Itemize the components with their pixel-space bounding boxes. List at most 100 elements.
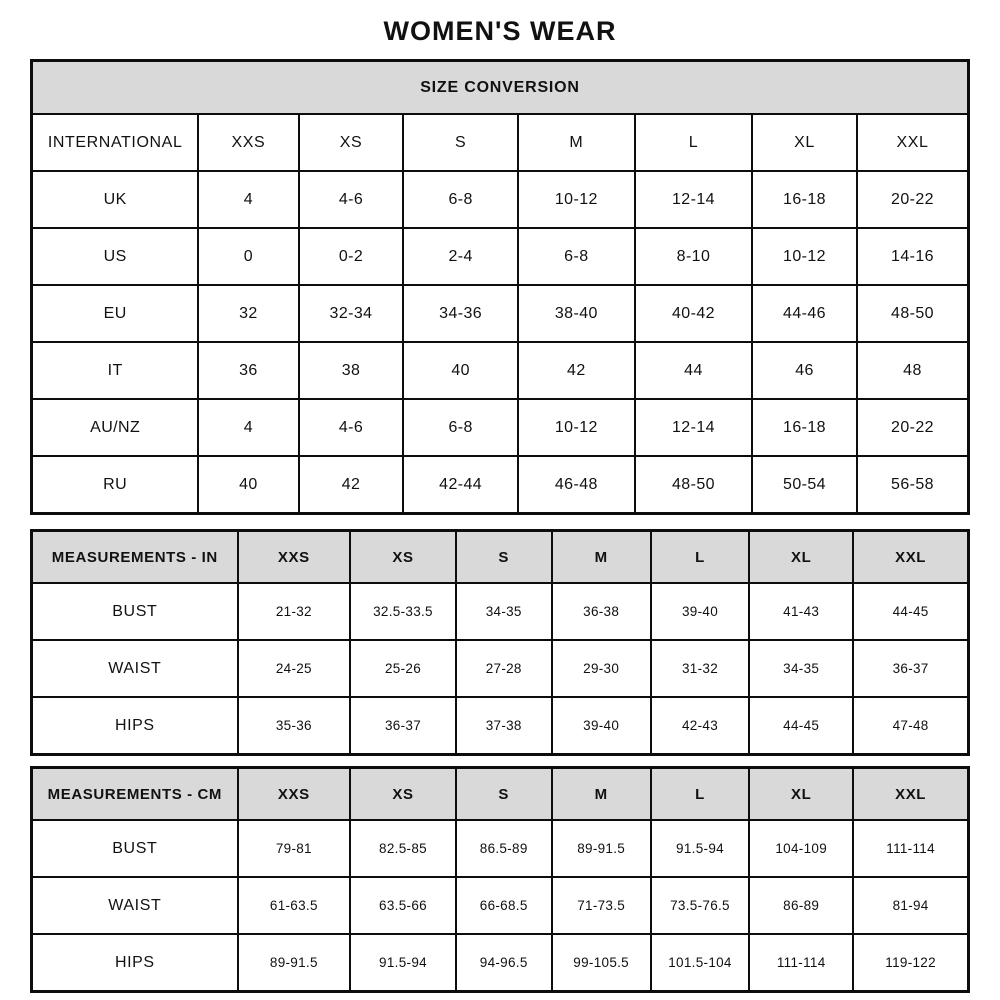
table-row: RU 40 42 42-44 46-48 48-50 50-54 56-58 xyxy=(30,455,970,515)
column-header: XXS xyxy=(197,113,300,172)
column-header: XS xyxy=(297,113,405,172)
cell: 73.5-76.5 xyxy=(649,876,751,935)
table-row: BUST 79-81 82.5-85 86.5-89 89-91.5 91.5-… xyxy=(30,819,970,878)
cell: 4-6 xyxy=(297,398,405,457)
cell: 32-34 xyxy=(297,284,405,343)
row-label: RU xyxy=(30,455,200,515)
column-header: XL xyxy=(751,113,858,172)
cell: 48-50 xyxy=(855,284,970,343)
table-row: IT 36 38 40 42 44 46 48 xyxy=(30,341,970,400)
table-row: UK 4 4-6 6-8 10-12 12-14 16-18 20-22 xyxy=(30,170,970,229)
cell: 34-35 xyxy=(454,582,553,641)
cell: 12-14 xyxy=(633,398,754,457)
cell: 47-48 xyxy=(852,696,970,756)
cell: 91.5-94 xyxy=(649,819,751,878)
table-row: AU/NZ 4 4-6 6-8 10-12 12-14 16-18 20-22 xyxy=(30,398,970,457)
cell: 104-109 xyxy=(748,819,855,878)
cell: 42-44 xyxy=(402,455,519,515)
cell: 34-35 xyxy=(748,639,855,698)
row-label: IT xyxy=(30,341,200,400)
cell: 40 xyxy=(402,341,519,400)
cell: 16-18 xyxy=(751,398,858,457)
row-label: EU xyxy=(30,284,200,343)
table-row: WAIST 24-25 25-26 27-28 29-30 31-32 34-3… xyxy=(30,639,970,698)
cell: 8-10 xyxy=(633,227,754,286)
cell: 44-46 xyxy=(751,284,858,343)
cell: 36-37 xyxy=(852,639,970,698)
cell: 89-91.5 xyxy=(550,819,652,878)
cell: 101.5-104 xyxy=(649,933,751,993)
cell: 36-37 xyxy=(349,696,457,756)
cell: 44-45 xyxy=(748,696,855,756)
size-conversion-table: SIZE CONVERSION INTERNATIONAL XXS XS S M… xyxy=(30,59,970,515)
size-conversion-caption: SIZE CONVERSION xyxy=(30,59,970,115)
cell: 4-6 xyxy=(297,170,405,229)
cell: 32 xyxy=(197,284,300,343)
cell: 86-89 xyxy=(748,876,855,935)
cell: 89-91.5 xyxy=(236,933,352,993)
measurements-in-table: MEASUREMENTS - IN XXS XS S M L XL XXL BU… xyxy=(30,529,970,756)
row-label: AU/NZ xyxy=(30,398,200,457)
cell: 32.5-33.5 xyxy=(349,582,457,641)
cell: 42 xyxy=(516,341,636,400)
cell: 38 xyxy=(297,341,405,400)
column-header: XS xyxy=(349,766,457,821)
column-header: XL xyxy=(748,529,855,584)
cell: 16-18 xyxy=(751,170,858,229)
row-label: UK xyxy=(30,170,200,229)
cell: 81-94 xyxy=(852,876,970,935)
row-label: US xyxy=(30,227,200,286)
cell: 14-16 xyxy=(855,227,970,286)
cell: 94-96.5 xyxy=(454,933,553,993)
table-row: US 0 0-2 2-4 6-8 8-10 10-12 14-16 xyxy=(30,227,970,286)
cell: 36-38 xyxy=(550,582,652,641)
cell: 119-122 xyxy=(852,933,970,993)
cell: 24-25 xyxy=(236,639,352,698)
cell: 40-42 xyxy=(633,284,754,343)
cell: 12-14 xyxy=(633,170,754,229)
cell: 20-22 xyxy=(855,398,970,457)
column-header: L xyxy=(649,529,751,584)
column-header: S xyxy=(454,529,553,584)
cell: 46-48 xyxy=(516,455,636,515)
cell: 46 xyxy=(751,341,858,400)
row-label: WAIST xyxy=(30,876,239,935)
cell: 111-114 xyxy=(748,933,855,993)
cell: 44-45 xyxy=(852,582,970,641)
column-header-row: INTERNATIONAL XXS XS S M L XL XXL xyxy=(30,113,970,172)
cell: 25-26 xyxy=(349,639,457,698)
column-header: XXS xyxy=(236,529,352,584)
cell: 71-73.5 xyxy=(550,876,652,935)
column-header: XXL xyxy=(855,113,970,172)
cell: 91.5-94 xyxy=(349,933,457,993)
cell: 42 xyxy=(297,455,405,515)
column-header: XXL xyxy=(852,766,970,821)
cell: 63.5-66 xyxy=(349,876,457,935)
column-header: XXS xyxy=(236,766,352,821)
cell: 6-8 xyxy=(402,398,519,457)
cell: 35-36 xyxy=(236,696,352,756)
column-header: S xyxy=(454,766,553,821)
column-header: L xyxy=(633,113,754,172)
cell: 0 xyxy=(197,227,300,286)
cell: 86.5-89 xyxy=(454,819,553,878)
measurements-cm-table: MEASUREMENTS - CM XXS XS S M L XL XXL BU… xyxy=(30,766,970,993)
cell: 10-12 xyxy=(516,170,636,229)
table-row: HIPS 89-91.5 91.5-94 94-96.5 99-105.5 10… xyxy=(30,933,970,993)
column-header-row: MEASUREMENTS - CM XXS XS S M L XL XXL xyxy=(30,766,970,821)
column-header: XXL xyxy=(852,529,970,584)
row-label: WAIST xyxy=(30,639,239,698)
cell: 41-43 xyxy=(748,582,855,641)
column-header: XS xyxy=(349,529,457,584)
table-row: EU 32 32-34 34-36 38-40 40-42 44-46 48-5… xyxy=(30,284,970,343)
column-header: XL xyxy=(748,766,855,821)
cell: 56-58 xyxy=(855,455,970,515)
column-header: L xyxy=(649,766,751,821)
cell: 39-40 xyxy=(649,582,751,641)
measurements-cm-caption: MEASUREMENTS - CM xyxy=(30,766,239,821)
cell: 31-32 xyxy=(649,639,751,698)
cell: 40 xyxy=(197,455,300,515)
cell: 111-114 xyxy=(852,819,970,878)
table-row: HIPS 35-36 36-37 37-38 39-40 42-43 44-45… xyxy=(30,696,970,756)
